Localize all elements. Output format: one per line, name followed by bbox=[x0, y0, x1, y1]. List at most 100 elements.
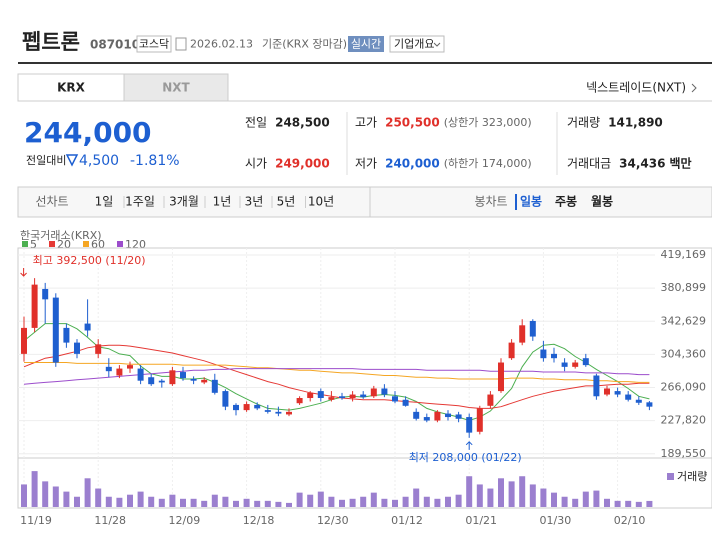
line-chart-tab[interactable]: 선차트 bbox=[35, 195, 68, 209]
change: 4,500 bbox=[79, 153, 119, 169]
volume-bar bbox=[423, 496, 430, 507]
volume-bar bbox=[360, 496, 367, 507]
candle-body bbox=[254, 404, 261, 409]
company-info-button[interactable] bbox=[389, 35, 445, 53]
candle-period-tab[interactable]: 일봉 bbox=[520, 195, 542, 209]
candle-body bbox=[646, 402, 653, 407]
candle-body bbox=[42, 288, 49, 300]
realtime[interactable]: 실시간 bbox=[351, 38, 381, 51]
volume-bar bbox=[42, 481, 49, 507]
volume-bar bbox=[233, 500, 239, 507]
volume-bar bbox=[84, 478, 91, 507]
y-tick-label: 342,629 bbox=[661, 314, 707, 327]
dropdown-arrow bbox=[433, 42, 441, 47]
periods: 1일 1주일 3개월 1년 3년 5년 10년 bbox=[95, 195, 335, 209]
candle-chart-tab[interactable]: 봉차트 bbox=[474, 195, 507, 209]
stat-label: 시가 bbox=[245, 157, 267, 171]
period-tab[interactable]: 3개월 bbox=[169, 195, 199, 209]
candle-body bbox=[190, 378, 197, 381]
candle-body bbox=[127, 365, 133, 369]
current-price: 244,000 bbox=[24, 116, 152, 149]
candle-body bbox=[508, 342, 515, 359]
candle-body bbox=[328, 397, 335, 400]
volume-bar bbox=[392, 499, 398, 507]
nxt-tab[interactable] bbox=[123, 73, 229, 102]
x-tick-label: 11/28 bbox=[94, 514, 126, 527]
candle-body bbox=[349, 394, 356, 399]
header-rule bbox=[18, 62, 712, 64]
volume-bar bbox=[296, 492, 303, 507]
legend-swatch bbox=[22, 241, 28, 247]
tab-label[interactable]: NXT bbox=[162, 81, 190, 95]
volume-bar bbox=[63, 491, 70, 507]
volume-bar bbox=[625, 500, 632, 507]
candle-body bbox=[233, 404, 239, 411]
candle-body bbox=[74, 342, 80, 354]
candle-period-tab[interactable]: 월봉 bbox=[591, 194, 613, 209]
period-tab[interactable]: 3년 bbox=[245, 195, 264, 209]
volume-bar bbox=[127, 494, 133, 507]
down-arrow bbox=[65, 154, 79, 167]
candle-body bbox=[222, 391, 229, 407]
stat-label: 전일 bbox=[245, 116, 267, 130]
company-info[interactable]: 기업개요 bbox=[394, 38, 434, 51]
candle-body bbox=[423, 417, 430, 421]
nxt-link[interactable]: 넥스트레이드(NXT) bbox=[586, 81, 686, 95]
period-tab[interactable]: 1일 bbox=[95, 195, 114, 209]
x-tick-label: 01/30 bbox=[540, 514, 572, 527]
volume-icon bbox=[667, 473, 674, 480]
candle-body bbox=[455, 414, 462, 419]
period-tab[interactable]: 10년 bbox=[308, 195, 334, 209]
legend-swatch bbox=[83, 241, 89, 247]
calendar-icon bbox=[175, 37, 187, 51]
volume-bar bbox=[604, 498, 610, 507]
volume-bar bbox=[508, 481, 515, 507]
period-tab[interactable]: 1년 bbox=[213, 195, 232, 209]
volume-bar bbox=[434, 498, 441, 507]
moving-average bbox=[23, 323, 650, 422]
period-tab[interactable]: 5년 bbox=[277, 195, 296, 209]
tab-label[interactable]: KRX bbox=[57, 81, 86, 95]
volume-bar bbox=[646, 500, 653, 507]
stat-label: 거래대금 bbox=[567, 157, 611, 171]
candle-body bbox=[635, 399, 642, 403]
candle-body bbox=[286, 411, 292, 415]
candle-body bbox=[476, 408, 483, 432]
candle-body bbox=[561, 362, 568, 367]
realtime-button[interactable] bbox=[348, 36, 384, 52]
candle-body bbox=[116, 368, 123, 376]
candle-body bbox=[381, 388, 388, 395]
volume-bar bbox=[243, 498, 250, 507]
volume-bar bbox=[137, 491, 144, 507]
volume-bar bbox=[169, 494, 176, 507]
volume-bar bbox=[264, 500, 271, 507]
candle-body bbox=[572, 362, 579, 367]
market-badge bbox=[136, 35, 172, 53]
candle-period-tab[interactable]: 주봉 bbox=[555, 195, 577, 209]
candle-body bbox=[211, 379, 218, 393]
candle-body bbox=[413, 411, 420, 419]
stat-label: 저가 bbox=[355, 157, 377, 171]
volume-bar bbox=[593, 490, 600, 507]
low-annotation: 최저 208,000 (01/22) bbox=[409, 451, 522, 464]
stock-name: 펩트론 bbox=[22, 30, 80, 54]
stat-label: 고가 bbox=[355, 116, 377, 130]
volume-bar bbox=[105, 496, 112, 507]
candle-body bbox=[95, 344, 102, 354]
candle-body bbox=[137, 368, 144, 381]
candle-body bbox=[445, 413, 451, 418]
candle-body bbox=[529, 320, 536, 337]
candle-body bbox=[360, 394, 367, 398]
volume-bar bbox=[381, 498, 388, 507]
plot-frame bbox=[17, 247, 712, 509]
volume-bar bbox=[561, 496, 568, 507]
x-tick-label: 12/30 bbox=[317, 514, 349, 527]
candle-body bbox=[84, 323, 91, 331]
candle-body bbox=[31, 284, 38, 328]
x-tick-label: 01/12 bbox=[391, 514, 423, 527]
stat-label: 거래량 bbox=[567, 116, 600, 130]
volume-bar bbox=[317, 491, 324, 507]
volume-bar bbox=[540, 488, 547, 507]
period-tab[interactable]: 1주일 bbox=[125, 195, 155, 209]
